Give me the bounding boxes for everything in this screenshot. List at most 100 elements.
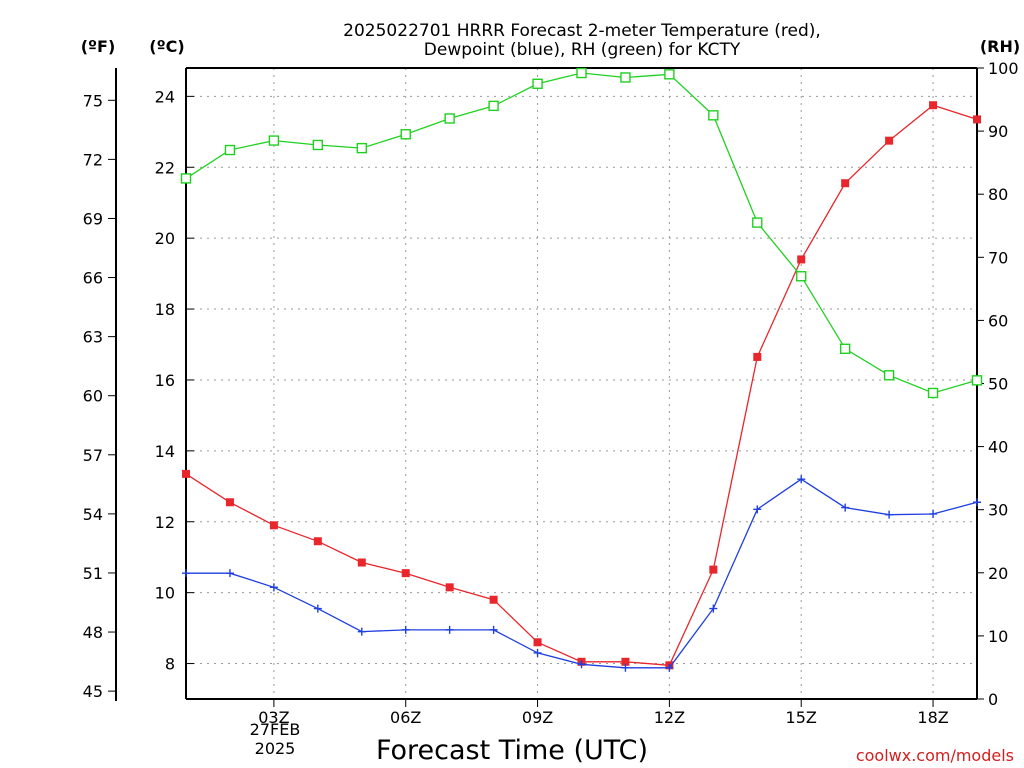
x-tick-label: 18Z [917,708,948,727]
dewpoint-point [709,604,718,613]
rh-point [224,144,236,156]
fahrenheit-tick-label: 75 [83,91,103,110]
fahrenheit-tick-label: 60 [83,387,103,406]
temperature-series [182,101,981,670]
temperature-point [841,179,850,188]
fahrenheit-unit-label: (ºF) [81,37,116,56]
rh-point [971,375,983,386]
rh-tick-label: 20 [988,564,1008,583]
rh-point [400,129,411,140]
x-tick-label: 09Z [522,708,553,727]
fahrenheit-tick-label: 57 [83,446,103,465]
rh-point [664,69,675,80]
chart-title: 2025022701 HRRR Forecast 2-meter Tempera… [343,21,821,60]
temperature-point [973,115,981,124]
dewpoint-line [186,478,978,669]
x-tick-label: 03Z [258,708,289,727]
rh-tick-label: 60 [988,311,1008,330]
rh-tick-label: 10 [988,627,1008,646]
title-line-1: 2025022701 HRRR Forecast 2-meter Tempera… [343,21,821,41]
rh-point [532,78,543,89]
rh-series [180,67,983,399]
date-label-year: 2025 [255,739,296,758]
dewpoint-point [621,663,630,672]
dewpoint-point [797,475,806,484]
temperature-point [269,521,278,530]
temperature-point [533,638,542,647]
rh-point [620,72,631,83]
celsius-tick-label: 16 [155,371,175,390]
rh-point [576,67,587,79]
temperature-point [797,255,806,264]
temperature-point [621,657,630,666]
rh-point [883,370,895,381]
dewpoint-point [269,583,278,592]
temperature-point [401,569,410,578]
chart-axes: 8 10 12 14 16 18 20 22 24 03Z 06Z 09Z 12Z 15Z 18Z 45 48 5… [83,59,1019,727]
celsius-tick-label: 8 [165,655,175,674]
rh-tick-label: 0 [988,690,998,709]
rh-tick-label: 90 [988,122,1008,141]
dewpoint-point [577,660,586,669]
rh-point [839,343,851,354]
fahrenheit-tick-label: 69 [83,209,103,228]
x-axis-label: Forecast Time (UTC) [376,735,648,766]
rh-point [488,100,499,112]
x-tick-label: 06Z [390,708,421,727]
temperature-point [313,537,322,546]
celsius-tick-label: 10 [155,584,175,603]
fahrenheit-tick-label: 45 [83,682,103,701]
rh-tick-label: 40 [988,438,1008,457]
dewpoint-point [533,648,542,657]
celsius-tick-label: 24 [155,87,175,106]
dewpoint-point [489,625,498,634]
credit-link[interactable]: coolwx.com/models [856,746,1014,765]
rh-point [927,387,939,399]
rh-point [312,139,324,151]
rh-unit-label: (RH) [980,37,1020,56]
rh-tick-label: 80 [988,185,1008,204]
dewpoint-point [841,503,850,512]
rh-point [752,217,763,228]
grid-lines [186,68,977,699]
dewpoint-point [929,509,938,518]
temperature-point [182,469,190,478]
dewpoint-point [401,625,410,634]
temperature-line [185,104,978,666]
rh-point [444,113,455,124]
dewpoint-point [313,604,322,613]
x-tick-label: 12Z [654,708,685,727]
dewpoint-point [225,569,234,578]
title-line-2: Dewpoint (blue), RH (green) for KCTY [424,40,741,60]
temperature-point [225,498,234,507]
temperature-point [489,595,498,604]
rh-tick-label: 50 [988,375,1008,394]
rh-point [356,142,367,154]
rh-line [185,72,978,394]
rh-tick-label: 30 [988,501,1008,520]
temperature-point [357,558,366,567]
fahrenheit-tick-label: 51 [83,564,103,583]
celsius-tick-label: 18 [155,300,175,319]
rh-point [708,110,719,121]
dewpoint-point [973,498,981,507]
dewpoint-point [357,627,366,636]
celsius-unit-label: (ºC) [149,37,184,56]
temperature-point [445,583,454,592]
rh-point [796,271,807,282]
temperature-point [709,565,718,574]
rh-tick-label: 100 [988,59,1019,78]
dewpoint-point [665,663,674,672]
temperature-point [885,136,894,145]
date-label-day: 27FEB [250,720,301,739]
fahrenheit-tick-label: 66 [83,269,103,288]
celsius-tick-label: 20 [155,229,175,248]
temperature-point [929,101,938,110]
dewpoint-point [182,569,190,578]
data-series [180,67,983,672]
rh-tick-label: 70 [988,248,1008,267]
fahrenheit-tick-label: 48 [83,623,103,642]
temperature-point [753,352,762,361]
dewpoint-point [753,505,762,514]
